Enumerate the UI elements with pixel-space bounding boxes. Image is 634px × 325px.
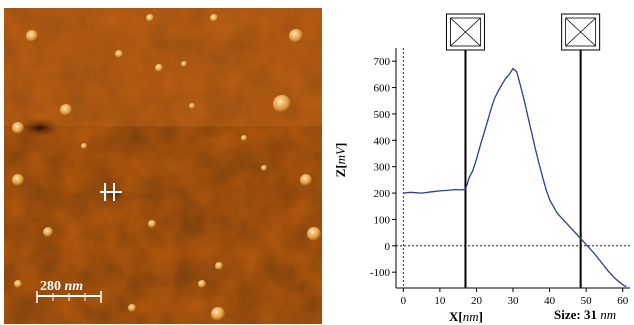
afm-particle: [189, 103, 195, 109]
afm-particle: [155, 64, 163, 72]
afm-particle: [14, 280, 22, 288]
afm-particle: [289, 29, 303, 43]
afm-particle: [273, 95, 291, 113]
afm-particle: [300, 174, 312, 186]
afm-particle: [12, 174, 24, 186]
afm-particle: [198, 280, 206, 288]
cursor-handle-2[interactable]: [561, 13, 601, 51]
y-tick-label: 100: [374, 214, 391, 226]
x-tick-label: 50: [581, 295, 593, 307]
afm-particle: [12, 122, 24, 134]
afm-dark-hole: [14, 116, 66, 140]
svg-text:280 nm: 280 nm: [40, 279, 83, 294]
afm-particle: [26, 30, 38, 42]
afm-particle: [148, 220, 156, 228]
x-tick-label: 20: [471, 295, 483, 307]
afm-upper-band: [4, 8, 322, 126]
afm-particle: [146, 14, 154, 22]
cursor-handle-1[interactable]: [445, 13, 485, 51]
y-tick-label: 500: [374, 109, 391, 121]
x-tick-label: 10: [434, 295, 446, 307]
scale-bar-unit: nm: [65, 279, 84, 294]
scale-bar: 280 nm: [36, 279, 102, 303]
size-label: Size: 31 nm: [554, 307, 616, 322]
afm-particle: [115, 50, 123, 58]
afm-particle: [307, 227, 321, 241]
x-tick-label: 60: [617, 295, 629, 307]
y-axis-label: Z[mV]: [333, 143, 348, 178]
afm-particle: [215, 262, 223, 270]
afm-particle: [261, 165, 267, 171]
afm-particle: [43, 227, 53, 237]
y-tick-label: 700: [374, 56, 391, 68]
y-tick-label: -100: [370, 267, 391, 279]
afm-particle: [241, 135, 247, 141]
profile-series-line: [403, 67, 627, 288]
afm-particle: [210, 14, 218, 22]
afm-particle: [181, 61, 187, 67]
x-axis-label: X[nm]: [449, 309, 483, 324]
x-tick-label: 40: [544, 295, 556, 307]
y-tick-label: 300: [374, 162, 391, 174]
scale-bar-value: 280: [40, 279, 61, 294]
y-tick-label: 200: [374, 188, 391, 200]
x-tick-label: 0: [401, 295, 407, 307]
afm-particle: [60, 104, 72, 116]
y-tick-label: 600: [374, 83, 391, 95]
afm-particle: [128, 304, 136, 312]
y-tick-label: 400: [374, 135, 391, 147]
afm-particle: [211, 307, 225, 321]
afm-surface: [4, 8, 322, 324]
profile-cursor-marker: [100, 183, 122, 201]
afm-particle: [81, 143, 87, 149]
afm-particles: [12, 14, 321, 321]
afm-topography-image: 280 nm: [4, 8, 322, 324]
y-tick-label: 0: [385, 241, 391, 253]
x-tick-label: 30: [508, 295, 520, 307]
